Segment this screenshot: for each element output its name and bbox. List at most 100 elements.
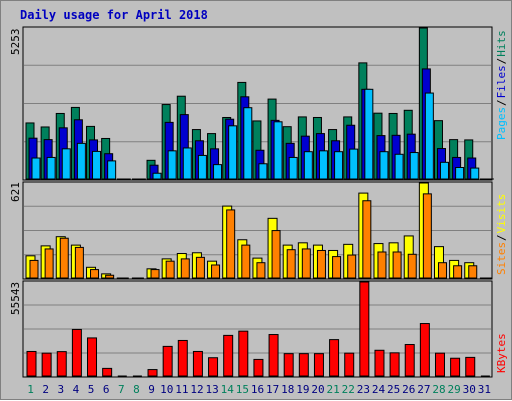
bar-pages-day-25 bbox=[394, 153, 404, 180]
bar-kbytes-day-3 bbox=[56, 351, 67, 377]
bar-sites-day-15 bbox=[241, 244, 251, 279]
x-tick-label-day-12: 12 bbox=[190, 383, 203, 396]
legend-separator: / bbox=[495, 234, 508, 241]
x-tick-label-day-25: 25 bbox=[387, 383, 400, 396]
bar-pages-day-2 bbox=[46, 156, 56, 180]
x-tick-label-day-14: 14 bbox=[221, 383, 235, 396]
x-tick-label-day-31: 31 bbox=[478, 383, 491, 396]
bar-sites-day-3 bbox=[59, 237, 69, 279]
bar-sites-day-22 bbox=[347, 254, 357, 279]
y-max-label-kbytes: 55543 bbox=[9, 282, 22, 315]
bar-pages-day-18 bbox=[288, 156, 298, 180]
x-tick-label-day-11: 11 bbox=[175, 383, 188, 396]
bar-pages-day-1 bbox=[31, 157, 41, 180]
bar-pages-day-12 bbox=[197, 154, 207, 180]
bar-kbytes-day-28 bbox=[434, 352, 445, 377]
x-tick-label-day-8: 8 bbox=[133, 383, 140, 396]
bar-sites-day-10 bbox=[165, 260, 175, 279]
bar-pages-day-13 bbox=[213, 164, 223, 180]
x-tick-label-day-18: 18 bbox=[281, 383, 294, 396]
bar-kbytes-day-24 bbox=[374, 349, 385, 377]
bar-pages-day-11 bbox=[182, 147, 192, 180]
bar-sites-day-16 bbox=[256, 262, 266, 279]
bar-kbytes-day-26 bbox=[404, 344, 415, 377]
bar-sites-day-11 bbox=[180, 258, 190, 279]
bar-pages-day-28 bbox=[439, 161, 449, 180]
bar-sites-day-14 bbox=[226, 209, 236, 279]
legend-kbytes: KBytes bbox=[495, 333, 508, 373]
x-tick-label-day-17: 17 bbox=[266, 383, 279, 396]
bar-kbytes-day-6 bbox=[102, 367, 113, 377]
bar-kbytes-day-20 bbox=[313, 353, 324, 377]
bar-pages-day-17 bbox=[273, 121, 283, 180]
legend-sites: Sites bbox=[495, 242, 508, 275]
bar-kbytes-day-2 bbox=[41, 352, 52, 377]
bar-sites-day-30 bbox=[468, 265, 478, 279]
bar-kbytes-day-1 bbox=[26, 350, 37, 377]
chart-title: Daily usage for April 2018 bbox=[20, 8, 208, 22]
bar-pages-day-29 bbox=[455, 167, 465, 180]
x-tick-label-day-24: 24 bbox=[372, 383, 386, 396]
legend-files: Files bbox=[495, 65, 508, 98]
bar-pages-day-20 bbox=[318, 150, 328, 180]
bar-pages-day-19 bbox=[303, 151, 313, 180]
x-tick-label-day-3: 3 bbox=[58, 383, 65, 396]
bar-pages-day-15 bbox=[243, 107, 253, 180]
bar-sites-day-19 bbox=[301, 248, 311, 279]
bar-sites-day-5 bbox=[90, 269, 100, 279]
y-max-label-hits: 5253 bbox=[9, 29, 22, 56]
bar-kbytes-day-22 bbox=[344, 352, 355, 377]
x-tick-label-day-30: 30 bbox=[463, 383, 476, 396]
x-tick-label-day-5: 5 bbox=[88, 383, 95, 396]
legend-hits: Hits bbox=[495, 30, 508, 57]
bar-pages-day-14 bbox=[228, 125, 238, 180]
x-tick-label-day-27: 27 bbox=[417, 383, 430, 396]
bar-sites-day-17 bbox=[271, 230, 281, 279]
bar-sites-day-2 bbox=[44, 248, 54, 279]
x-tick-label-day-1: 1 bbox=[27, 383, 34, 396]
bar-kbytes-day-15 bbox=[238, 330, 249, 377]
x-tick-label-day-23: 23 bbox=[357, 383, 370, 396]
legend-visits: Visits bbox=[495, 194, 508, 234]
bar-pages-day-21 bbox=[334, 151, 344, 180]
bar-sites-day-24 bbox=[377, 251, 387, 279]
bar-sites-day-27 bbox=[422, 193, 432, 279]
bar-sites-day-20 bbox=[316, 249, 326, 279]
bar-sites-day-6 bbox=[105, 274, 115, 279]
x-tick-label-day-4: 4 bbox=[73, 383, 80, 396]
bar-pages-day-23 bbox=[364, 88, 374, 180]
bar-pages-day-5 bbox=[92, 150, 102, 180]
bar-sites-day-23 bbox=[362, 200, 372, 279]
bar-kbytes-day-9 bbox=[147, 369, 158, 377]
bar-kbytes-day-11 bbox=[177, 339, 188, 377]
bar-kbytes-day-21 bbox=[329, 339, 340, 377]
legend-pages: Pages bbox=[495, 107, 508, 140]
bar-pages-day-3 bbox=[61, 148, 71, 180]
bar-kbytes-day-30 bbox=[465, 356, 476, 377]
x-tick-label-day-6: 6 bbox=[103, 383, 110, 396]
bar-pages-day-10 bbox=[167, 150, 177, 180]
x-tick-label-day-28: 28 bbox=[432, 383, 445, 396]
bar-kbytes-day-5 bbox=[87, 337, 98, 377]
x-tick-label-day-2: 2 bbox=[42, 383, 49, 396]
bar-kbytes-day-16 bbox=[253, 358, 264, 377]
bar-kbytes-day-23 bbox=[359, 281, 370, 377]
bar-sites-day-18 bbox=[286, 249, 296, 279]
x-tick-label-day-7: 7 bbox=[118, 383, 125, 396]
bar-kbytes-day-18 bbox=[283, 353, 294, 377]
bar-kbytes-day-29 bbox=[450, 357, 461, 377]
bar-kbytes-day-12 bbox=[192, 350, 203, 377]
x-tick-label-day-10: 10 bbox=[160, 383, 173, 396]
bar-pages-day-26 bbox=[409, 152, 419, 180]
bar-kbytes-day-17 bbox=[268, 334, 279, 377]
bar-kbytes-day-10 bbox=[162, 345, 173, 377]
bar-pages-day-6 bbox=[107, 160, 117, 180]
bar-kbytes-day-25 bbox=[389, 352, 400, 377]
x-tick-label-day-19: 19 bbox=[296, 383, 309, 396]
bar-pages-day-22 bbox=[349, 148, 359, 180]
legend-separator: / bbox=[495, 99, 508, 106]
y-max-label-visits: 621 bbox=[9, 182, 22, 202]
bar-kbytes-day-27 bbox=[419, 323, 430, 377]
